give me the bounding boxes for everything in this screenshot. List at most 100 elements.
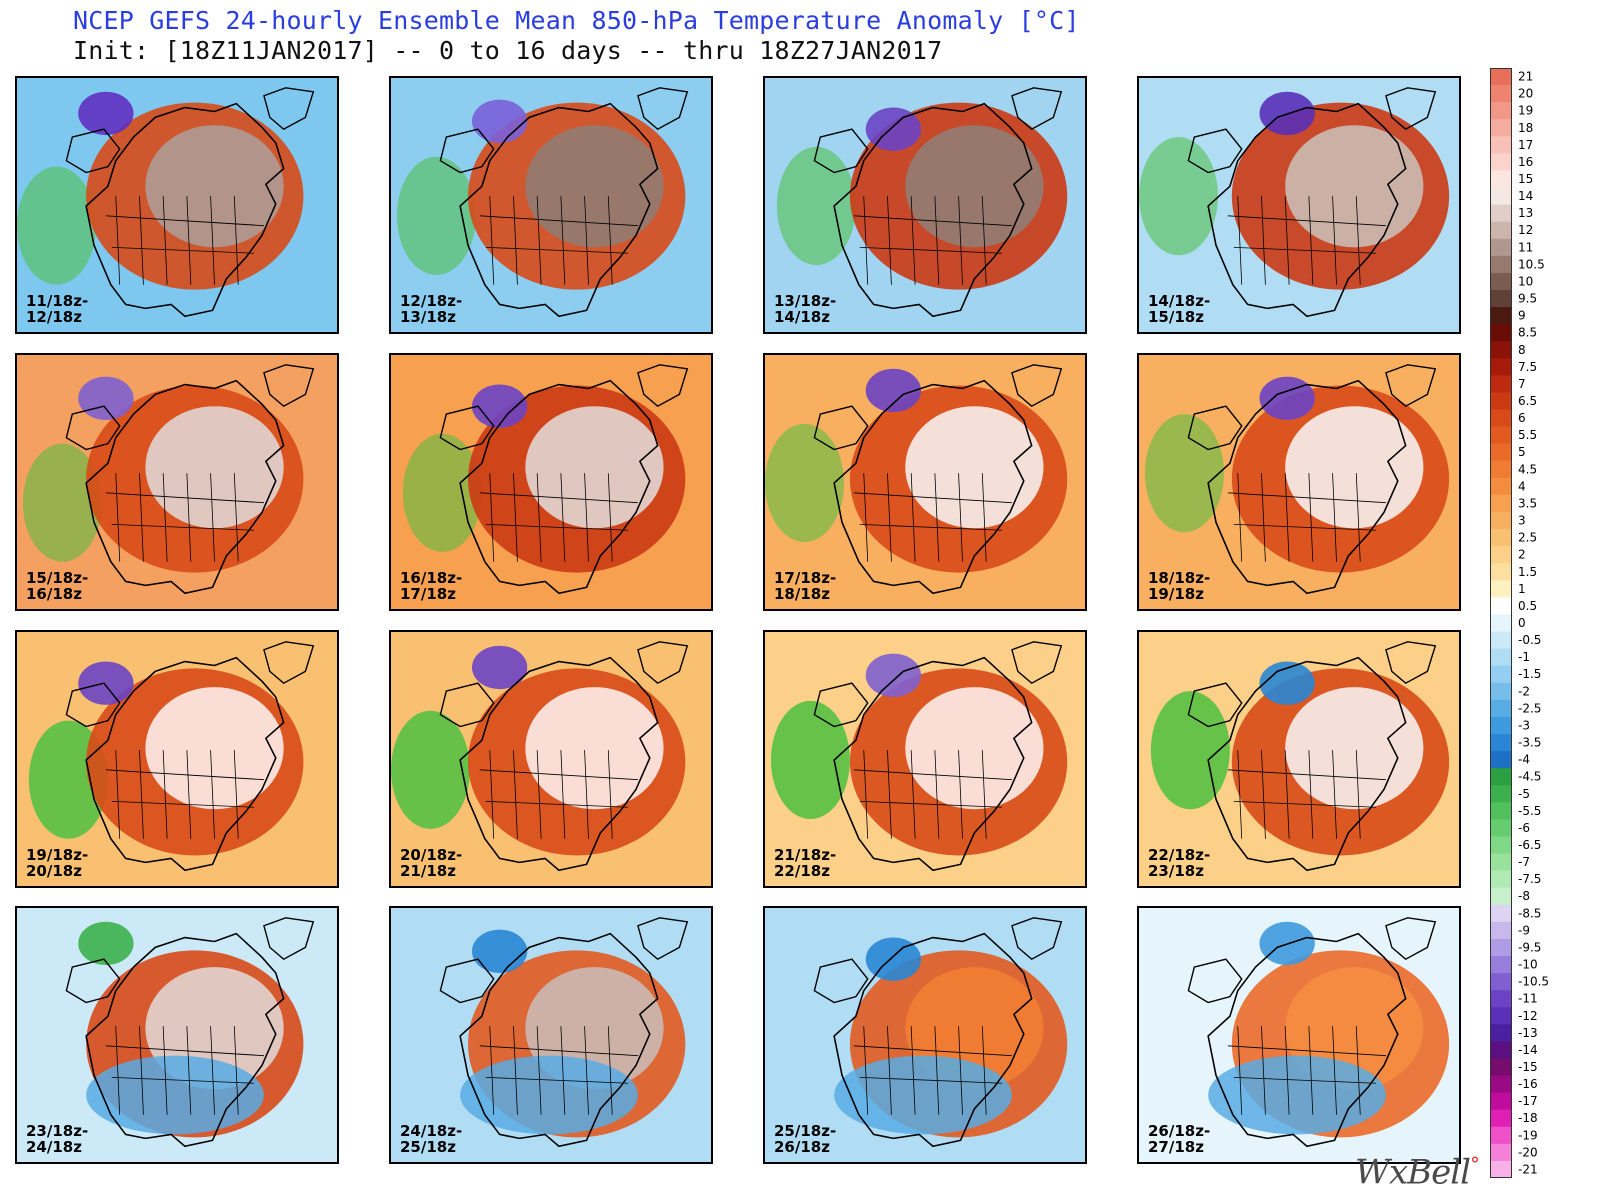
panel-date-label: 25/18z- 26/18z (774, 1123, 836, 1155)
legend-swatch (1490, 341, 1512, 359)
panel-date-label: 15/18z- 16/18z (26, 570, 88, 602)
anomaly-map (765, 355, 1085, 609)
legend-swatch (1490, 512, 1512, 530)
legend-swatch (1490, 426, 1512, 445)
panel-date-label: 13/18z- 14/18z (774, 293, 836, 325)
legend-label: -4 (1518, 753, 1530, 767)
legend-label: -12 (1518, 1009, 1538, 1023)
legend-label: -14 (1518, 1043, 1538, 1057)
panel-label-end: 25/18z (400, 1138, 456, 1156)
legend-swatch (1490, 853, 1512, 872)
panel-date-label: 12/18z- 13/18z (400, 293, 462, 325)
anomaly-map (1139, 632, 1459, 886)
panel-label-end: 19/18z (1148, 585, 1204, 603)
panel-label-end: 14/18z (774, 308, 830, 326)
legend-swatch (1490, 631, 1512, 650)
legend-swatch (1490, 751, 1512, 769)
panel-label-start: 19/18z- (26, 846, 89, 864)
panel-label-end: 21/18z (400, 862, 456, 880)
legend-swatch (1490, 734, 1512, 752)
map-panel: 24/18z- 25/18z (389, 906, 713, 1164)
legend-swatch (1490, 221, 1512, 240)
panel-label-start: 17/18z- (774, 569, 837, 587)
panel-label-end: 18/18z (774, 585, 830, 603)
map-panel: 14/18z- 15/18z (1137, 76, 1461, 334)
legend-label: -1.5 (1518, 667, 1541, 681)
legend-label: 14 (1518, 189, 1533, 203)
legend-swatch (1490, 358, 1512, 376)
panel-date-label: 11/18z- 12/18z (26, 293, 88, 325)
map-panel: 19/18z- 20/18z (15, 630, 339, 888)
color-legend: 212019181716151413121110.5109.598.587.57… (1490, 68, 1549, 1178)
map-panel: 18/18z- 19/18z (1137, 353, 1461, 611)
legend-label: -7.5 (1518, 872, 1541, 886)
panel-label-end: 27/18z (1148, 1138, 1204, 1156)
map-panel: 21/18z- 22/18z (763, 630, 1087, 888)
legend-label: -21 (1518, 1162, 1538, 1176)
legend-swatch (1490, 921, 1512, 940)
panel-label-start: 24/18z- (400, 1122, 463, 1140)
map-panel: 13/18z- 14/18z (763, 76, 1087, 334)
legend-swatch (1490, 836, 1512, 855)
panel-label-start: 22/18z- (1148, 846, 1211, 864)
legend-label: 0 (1518, 616, 1526, 630)
map-panel: 15/18z- 16/18z (15, 353, 339, 611)
map-panel: 25/18z- 26/18z (763, 906, 1087, 1164)
legend-swatch (1490, 1007, 1512, 1025)
panel-label-start: 14/18z- (1148, 292, 1211, 310)
legend-label: 4.5 (1518, 462, 1537, 476)
legend-swatch (1490, 665, 1512, 684)
panel-label-end: 20/18z (26, 862, 82, 880)
anomaly-map (1139, 908, 1459, 1162)
legend-swatch (1490, 1109, 1512, 1128)
map-panel: 17/18z- 18/18z (763, 353, 1087, 611)
legend-label: 9 (1518, 309, 1526, 323)
legend-label: -0.5 (1518, 633, 1541, 647)
legend-label: -3.5 (1518, 736, 1541, 750)
legend-label: -10 (1518, 958, 1538, 972)
legend-label: 10 (1518, 274, 1533, 288)
legend-swatch (1490, 1058, 1512, 1077)
anomaly-map (765, 78, 1085, 332)
map-panel: 22/18z- 23/18z (1137, 630, 1461, 888)
panel-label-start: 23/18z- (26, 1122, 89, 1140)
legend-label: 5.5 (1518, 428, 1537, 442)
legend-swatch (1490, 204, 1512, 223)
legend-swatch (1490, 170, 1512, 189)
legend-swatch (1490, 307, 1512, 325)
panel-label-end: 12/18z (26, 308, 82, 326)
legend-label: 21 (1518, 70, 1533, 84)
anomaly-map (765, 908, 1085, 1162)
panel-date-label: 22/18z- 23/18z (1148, 847, 1210, 879)
panel-date-label: 20/18z- 21/18z (400, 847, 462, 879)
legend-label: -18 (1518, 1111, 1538, 1125)
legend-label: -1 (1518, 650, 1530, 664)
credit-dot-icon: ° (1469, 1152, 1480, 1176)
legend-label: 2 (1518, 548, 1526, 562)
legend-label: -6.5 (1518, 838, 1541, 852)
panel-label-end: 23/18z (1148, 862, 1204, 880)
legend-label: 3.5 (1518, 496, 1537, 510)
anomaly-map (391, 632, 711, 886)
legend-label: 6 (1518, 411, 1526, 425)
legend-label: 1 (1518, 582, 1526, 596)
legend-label: -11 (1518, 992, 1538, 1006)
legend-swatch (1490, 1075, 1512, 1094)
panel-label-start: 18/18z- (1148, 569, 1211, 587)
legend-swatch (1490, 956, 1512, 974)
legend-swatch (1490, 648, 1512, 667)
credit-logo: WxBell° (1355, 1152, 1480, 1193)
panel-label-start: 15/18z- (26, 569, 89, 587)
legend-swatch (1490, 887, 1512, 906)
legend-swatch (1490, 1160, 1512, 1178)
legend-label: -5 (1518, 787, 1530, 801)
panel-label-end: 22/18z (774, 862, 830, 880)
legend-label: 13 (1518, 206, 1533, 220)
legend-label: -8 (1518, 889, 1530, 903)
panel-date-label: 17/18z- 18/18z (774, 570, 836, 602)
panel-date-label: 26/18z- 27/18z (1148, 1123, 1210, 1155)
anomaly-map (17, 908, 337, 1162)
legend-label: 8 (1518, 343, 1526, 357)
legend-swatch (1490, 716, 1512, 735)
credit-text: WxBell (1355, 1152, 1471, 1193)
